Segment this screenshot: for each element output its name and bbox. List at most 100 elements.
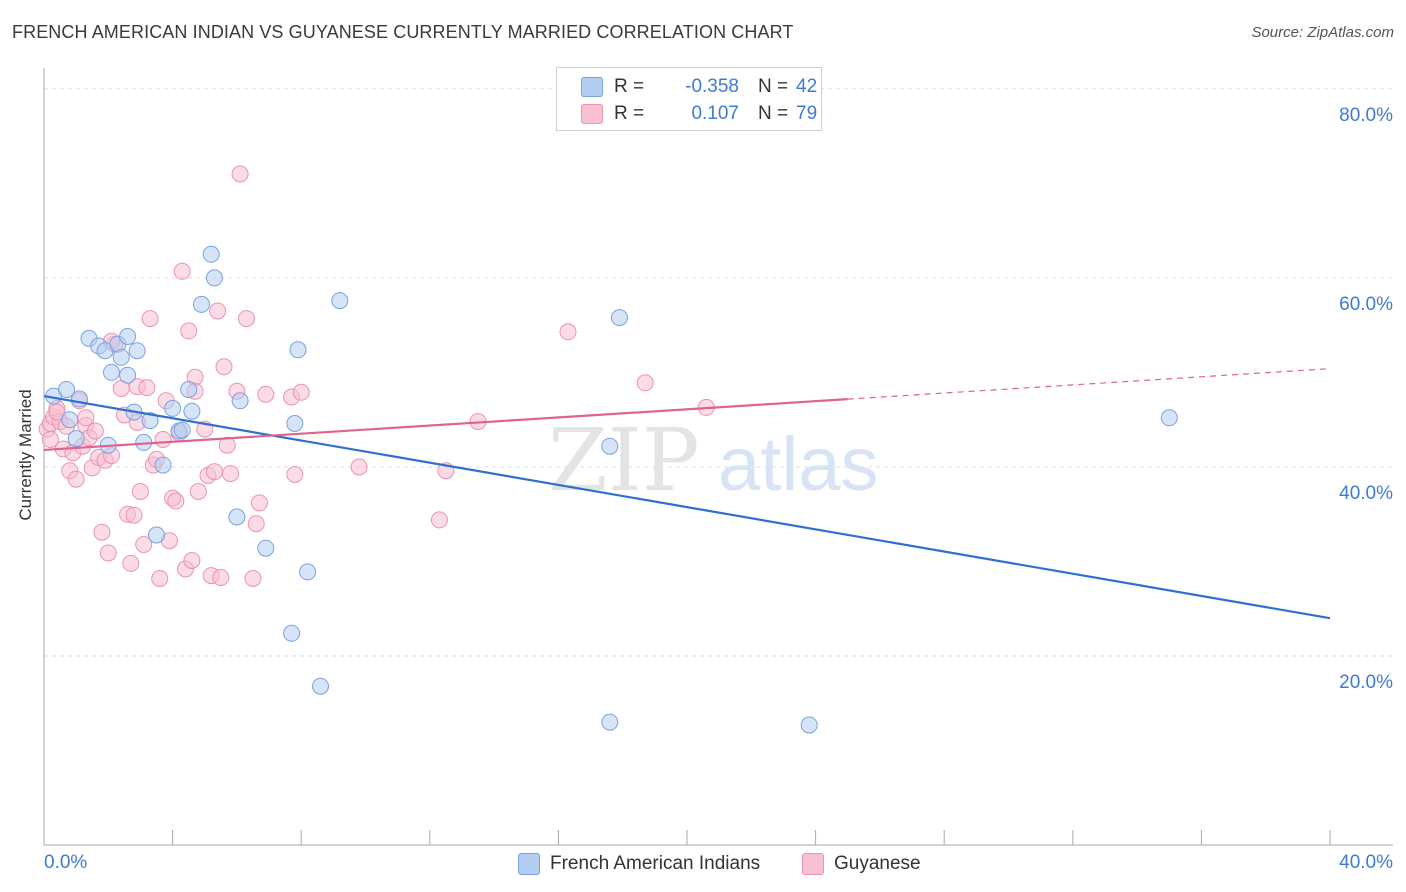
french-american-indians-point: [202, 245, 220, 263]
pink-trend-line-extension: [847, 368, 1331, 400]
guyanese-point: [215, 358, 233, 376]
blue-trend-line: [43, 394, 1331, 620]
french-american-indians-point: [164, 399, 182, 417]
french-american-indians-point: [119, 328, 137, 345]
guyanese-point: [180, 322, 198, 340]
french-american-indians-point: [141, 412, 159, 430]
french-american-indians-point: [183, 402, 201, 420]
french-american-indians-point: [331, 292, 349, 310]
french-american-indians-point: [103, 363, 120, 381]
french-american-indians-point: [601, 713, 619, 731]
guyanese-point: [212, 569, 230, 586]
french-american-indians-point: [67, 430, 85, 448]
french-american-indians-point: [173, 421, 191, 439]
french-american-indians-point: [112, 348, 130, 366]
guyanese-points: [38, 165, 715, 587]
guyanese-point: [135, 536, 153, 553]
y-tick-label: 60.0%: [1339, 293, 1393, 315]
r-label: R =: [614, 76, 645, 97]
legend-swatch-pink: [581, 104, 603, 124]
french-american-indians-point: [289, 341, 307, 359]
guyanese-point: [189, 483, 207, 500]
guyanese-point: [244, 570, 262, 587]
french-american-indians-point: [257, 539, 275, 557]
y-tick-label: 40.0%: [1339, 482, 1393, 504]
guyanese-point: [257, 385, 275, 403]
guyanese-point: [154, 431, 172, 448]
guyanese-point: [125, 506, 143, 524]
french-american-indians-point: [231, 392, 249, 410]
french-american-indians-point: [193, 295, 210, 313]
french-american-indians-point: [119, 366, 137, 384]
guyanese-point: [222, 465, 239, 483]
guyanese-point: [131, 483, 149, 500]
n-value: 79: [796, 103, 818, 124]
chart-title: FRENCH AMERICAN INDIAN VS GUYANESE CURRE…: [12, 22, 794, 42]
legend-swatch-blue: [518, 853, 540, 875]
french-american-indians-point: [154, 456, 172, 474]
guyanese-point: [247, 515, 265, 533]
guyanese-point: [141, 310, 159, 328]
french-american-indians-point: [228, 508, 246, 526]
guyanese-point: [138, 379, 156, 397]
guyanese-point: [77, 409, 95, 427]
french-american-indians-point: [611, 309, 628, 327]
french-american-indians-point: [601, 437, 619, 455]
guyanese-point: [636, 374, 654, 392]
guyanese-point: [183, 552, 201, 569]
axes: [43, 68, 1393, 846]
french-american-indians-point: [148, 526, 165, 544]
legend-swatch-pink: [802, 853, 824, 875]
guyanese-point: [218, 436, 236, 454]
guyanese-point: [430, 511, 448, 529]
french-american-indians-point: [1160, 409, 1178, 427]
guyanese-point: [41, 431, 59, 448]
french-american-indians-point: [800, 716, 818, 734]
y-tick-label: 20.0%: [1339, 671, 1393, 693]
french-american-indians-point: [58, 381, 75, 398]
pink-trend-line: [43, 398, 848, 452]
guyanese-point: [250, 494, 268, 512]
guyanese-point: [559, 323, 577, 341]
y-tick-label: 80.0%: [1339, 104, 1393, 126]
x-tick-label: 0.0%: [44, 852, 88, 873]
r-value: -0.358: [685, 76, 739, 97]
french-american-indians-point: [61, 411, 79, 429]
guyanese-point: [231, 165, 249, 183]
watermark-zip: ZIP: [548, 411, 700, 511]
guyanese-point: [48, 403, 66, 421]
guyanese-point: [209, 302, 227, 320]
guyanese-point: [205, 463, 223, 481]
french-american-indians-point: [70, 390, 88, 408]
legend-label: Guyanese: [834, 853, 921, 874]
guyanese-point: [350, 458, 368, 476]
correlation-legend: R = -0.358 N = 42 R = 0.107 N = 79: [556, 67, 822, 131]
guyanese-point: [286, 466, 304, 483]
legend-swatch-blue: [581, 77, 603, 97]
guyanese-point: [67, 470, 85, 488]
source-credit: Source: ZipAtlas.com: [1251, 24, 1394, 41]
guyanese-point: [122, 554, 140, 572]
n-label: N =: [758, 103, 789, 124]
guyanese-point: [151, 570, 169, 587]
guyanese-point: [292, 383, 310, 401]
french-american-indians-point: [128, 342, 146, 360]
french-american-indians-points: [45, 245, 1178, 734]
french-american-indians-point: [283, 624, 301, 642]
french-american-indians-point: [180, 381, 198, 398]
n-label: N =: [758, 76, 789, 97]
french-american-indians-point: [299, 563, 317, 581]
guyanese-point: [93, 523, 111, 541]
french-american-indians-point: [312, 677, 329, 695]
guyanese-point: [173, 262, 191, 280]
r-value: 0.107: [691, 103, 739, 124]
french-american-indians-point: [286, 415, 304, 432]
trend-lines: [43, 368, 1331, 620]
n-value: 42: [796, 76, 818, 97]
legend-label: French American Indians: [550, 853, 761, 874]
guyanese-point: [99, 544, 117, 562]
guyanese-point: [238, 310, 255, 328]
watermark: ZIP atlas: [548, 411, 879, 511]
french-american-indians-point: [205, 269, 223, 287]
